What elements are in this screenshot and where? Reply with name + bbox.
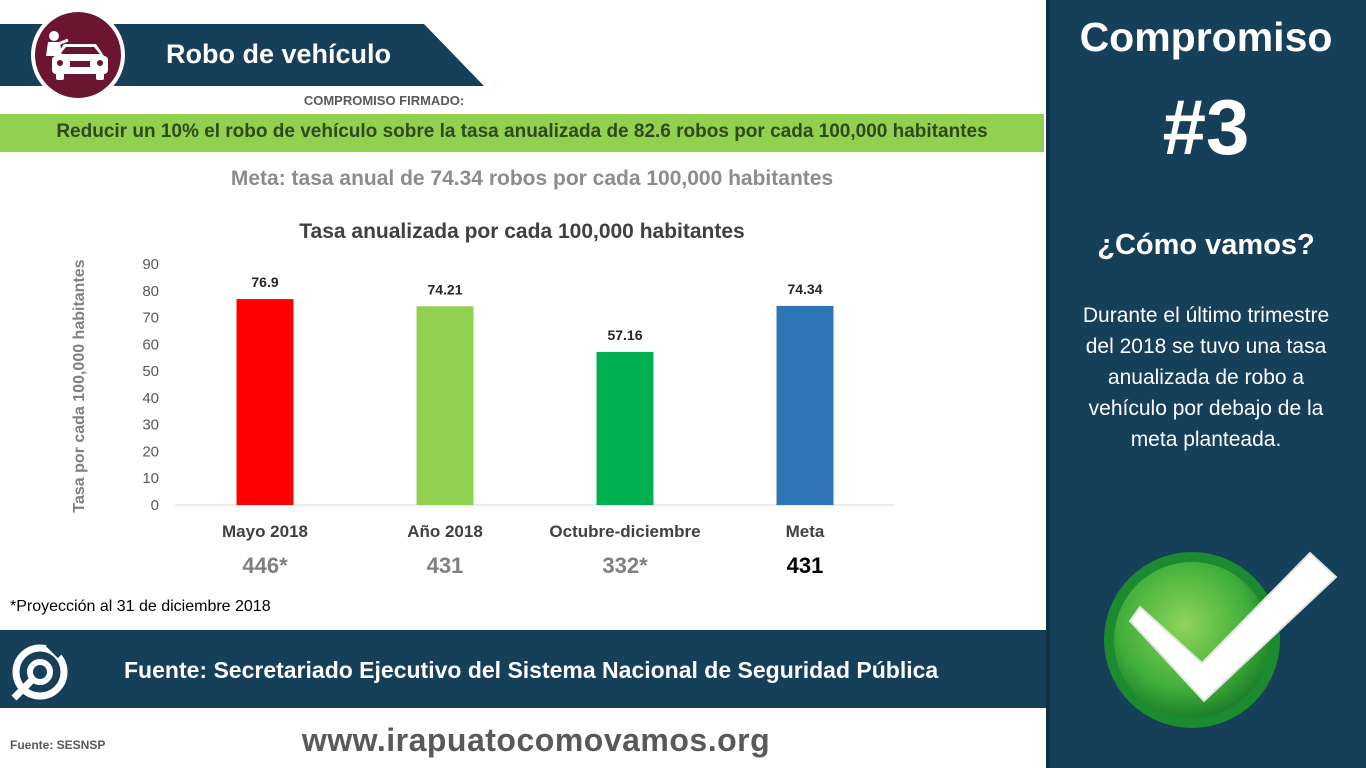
commitment-bar — [0, 114, 1044, 152]
data-label: 74.21 — [427, 281, 462, 297]
commitment-number: #3 — [1162, 83, 1250, 171]
count-label: 446* — [242, 553, 288, 578]
y-tick-label: 50 — [142, 363, 159, 380]
como-vamos-logo-icon — [11, 641, 68, 701]
bar — [416, 306, 474, 505]
bar — [776, 305, 834, 505]
bar — [596, 351, 654, 505]
y-tick-label: 10 — [142, 470, 159, 487]
checkmark-icon — [1104, 551, 1338, 728]
count-label: 431 — [787, 553, 824, 578]
y-tick-label: 90 — [142, 256, 159, 273]
y-tick-label: 30 — [142, 417, 159, 434]
category-label: Mayo 2018 — [222, 522, 308, 541]
y-tick-label: 80 — [142, 283, 159, 300]
panel-question: ¿Cómo vamos? — [1097, 229, 1315, 261]
data-label: 57.16 — [607, 327, 642, 343]
website-url[interactable]: www.irapuatocomovamos.org — [301, 722, 771, 758]
y-tick-label: 20 — [142, 443, 159, 460]
footnote: *Proyección al 31 de diciembre 2018 — [10, 598, 271, 615]
panel-divider — [1046, 0, 1050, 768]
count-label: 332* — [602, 553, 648, 578]
goal-text: Meta: tasa anual de 74.34 robos por cada… — [230, 167, 834, 190]
category-label: Año 2018 — [407, 522, 483, 541]
y-tick-label: 40 — [142, 390, 159, 407]
y-tick-label: 0 — [151, 497, 159, 514]
panel-body: Durante el último trimestre del 2018 se … — [1082, 304, 1330, 451]
bar-chart: Tasa anualizada por cada 100,000 habitan… — [71, 220, 895, 578]
source-text: Fuente: Secretariado Ejecutivo del Siste… — [124, 657, 939, 683]
category-label: Octubre-diciembre — [549, 522, 700, 541]
count-label: 431 — [427, 553, 464, 578]
data-label: 74.34 — [787, 281, 822, 297]
car-thief-icon — [31, 8, 125, 102]
page-title: Robo de vehículo — [166, 39, 392, 69]
commitment-text: Reducir un 10% el robo de vehículo sobre… — [56, 121, 988, 142]
bar — [236, 299, 294, 505]
y-axis-label: Tasa por cada 100,000 habitantes — [71, 259, 88, 512]
y-tick-label: 60 — [142, 336, 159, 353]
source-band — [0, 630, 1046, 708]
y-tick-label: 70 — [142, 310, 159, 327]
data-label: 76.9 — [251, 274, 278, 290]
panel-title: Compromiso — [1079, 14, 1333, 60]
chart-title: Tasa anualizada por cada 100,000 habitan… — [299, 220, 744, 243]
source-short: Fuente: SESNSP — [10, 738, 106, 752]
commitment-label: COMPROMISO FIRMADO: — [303, 93, 465, 108]
category-label: Meta — [786, 522, 825, 541]
